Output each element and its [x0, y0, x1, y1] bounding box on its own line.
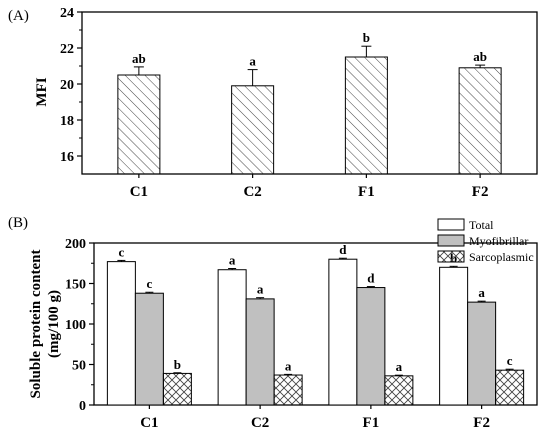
x-category-label: C2 — [243, 184, 261, 200]
x-category-label: C1 — [140, 415, 158, 431]
y-tick-label: 50 — [72, 359, 86, 374]
panel-b-legend: Total Myofibrillar Sarcoplasmic — [437, 218, 534, 264]
y-tick-label: 200 — [65, 237, 86, 252]
bar — [231, 85, 275, 175]
significance-label: c — [118, 244, 124, 259]
bar — [273, 374, 303, 406]
bar — [384, 375, 414, 406]
significance-label: ab — [473, 49, 487, 64]
legend-label: Total — [469, 218, 494, 232]
y-tick-label: 100 — [65, 318, 86, 333]
bar — [117, 74, 161, 175]
bar — [134, 292, 164, 406]
y-tick-label: 0 — [79, 399, 86, 414]
y-tick-label: 22 — [60, 42, 74, 57]
plot-frame — [81, 11, 538, 175]
legend-swatch — [437, 250, 465, 263]
y-tick-label: 24 — [60, 6, 74, 21]
panel-b-ylabel-line1: Soluble protein content — [28, 250, 44, 399]
legend-swatch — [437, 218, 465, 231]
bar — [458, 67, 502, 175]
significance-label: b — [363, 30, 370, 45]
significance-label: b — [174, 357, 181, 372]
significance-label: a — [478, 285, 485, 300]
x-category-label: C1 — [130, 184, 148, 200]
y-tick-label: 20 — [60, 78, 74, 93]
legend-label: Sarcoplasmic — [469, 250, 534, 264]
legend-label: Myofibrillar — [469, 234, 528, 248]
significance-label: c — [146, 276, 152, 291]
panel-b-label: (B) — [8, 215, 28, 231]
significance-label: a — [257, 282, 264, 297]
panel-a-ylabel: MFI — [34, 77, 50, 106]
significance-label: ab — [132, 51, 146, 66]
panel-a-label: (A) — [8, 8, 29, 24]
significance-label: c — [507, 353, 513, 368]
bar — [439, 266, 469, 406]
y-tick-label: 16 — [60, 150, 74, 165]
bar — [162, 372, 192, 406]
legend-swatch — [437, 234, 465, 247]
significance-label: a — [229, 253, 236, 268]
bar — [217, 269, 247, 406]
x-category-label: C2 — [251, 415, 269, 431]
x-category-label: F1 — [358, 184, 375, 200]
y-tick-label: 150 — [65, 278, 86, 293]
bar — [106, 261, 136, 406]
panel-b-ylabel-line2: (mg/100 g) — [46, 290, 62, 358]
significance-label: a — [396, 359, 403, 374]
x-category-label: F2 — [473, 415, 490, 431]
significance-label: a — [285, 358, 292, 373]
y-tick-label: 18 — [60, 114, 74, 129]
bar — [495, 369, 525, 406]
bar — [344, 56, 388, 175]
x-category-label: F1 — [363, 415, 380, 431]
bar — [356, 287, 386, 406]
x-category-label: F2 — [472, 184, 489, 200]
bar — [245, 298, 275, 406]
significance-label: a — [249, 54, 256, 69]
panel-b-plot: 050100150200C1C2F1F2cadbcadabaac — [65, 237, 538, 431]
bar — [467, 301, 497, 406]
bar — [328, 258, 358, 406]
significance-label: d — [339, 242, 347, 257]
significance-label: d — [367, 271, 375, 286]
